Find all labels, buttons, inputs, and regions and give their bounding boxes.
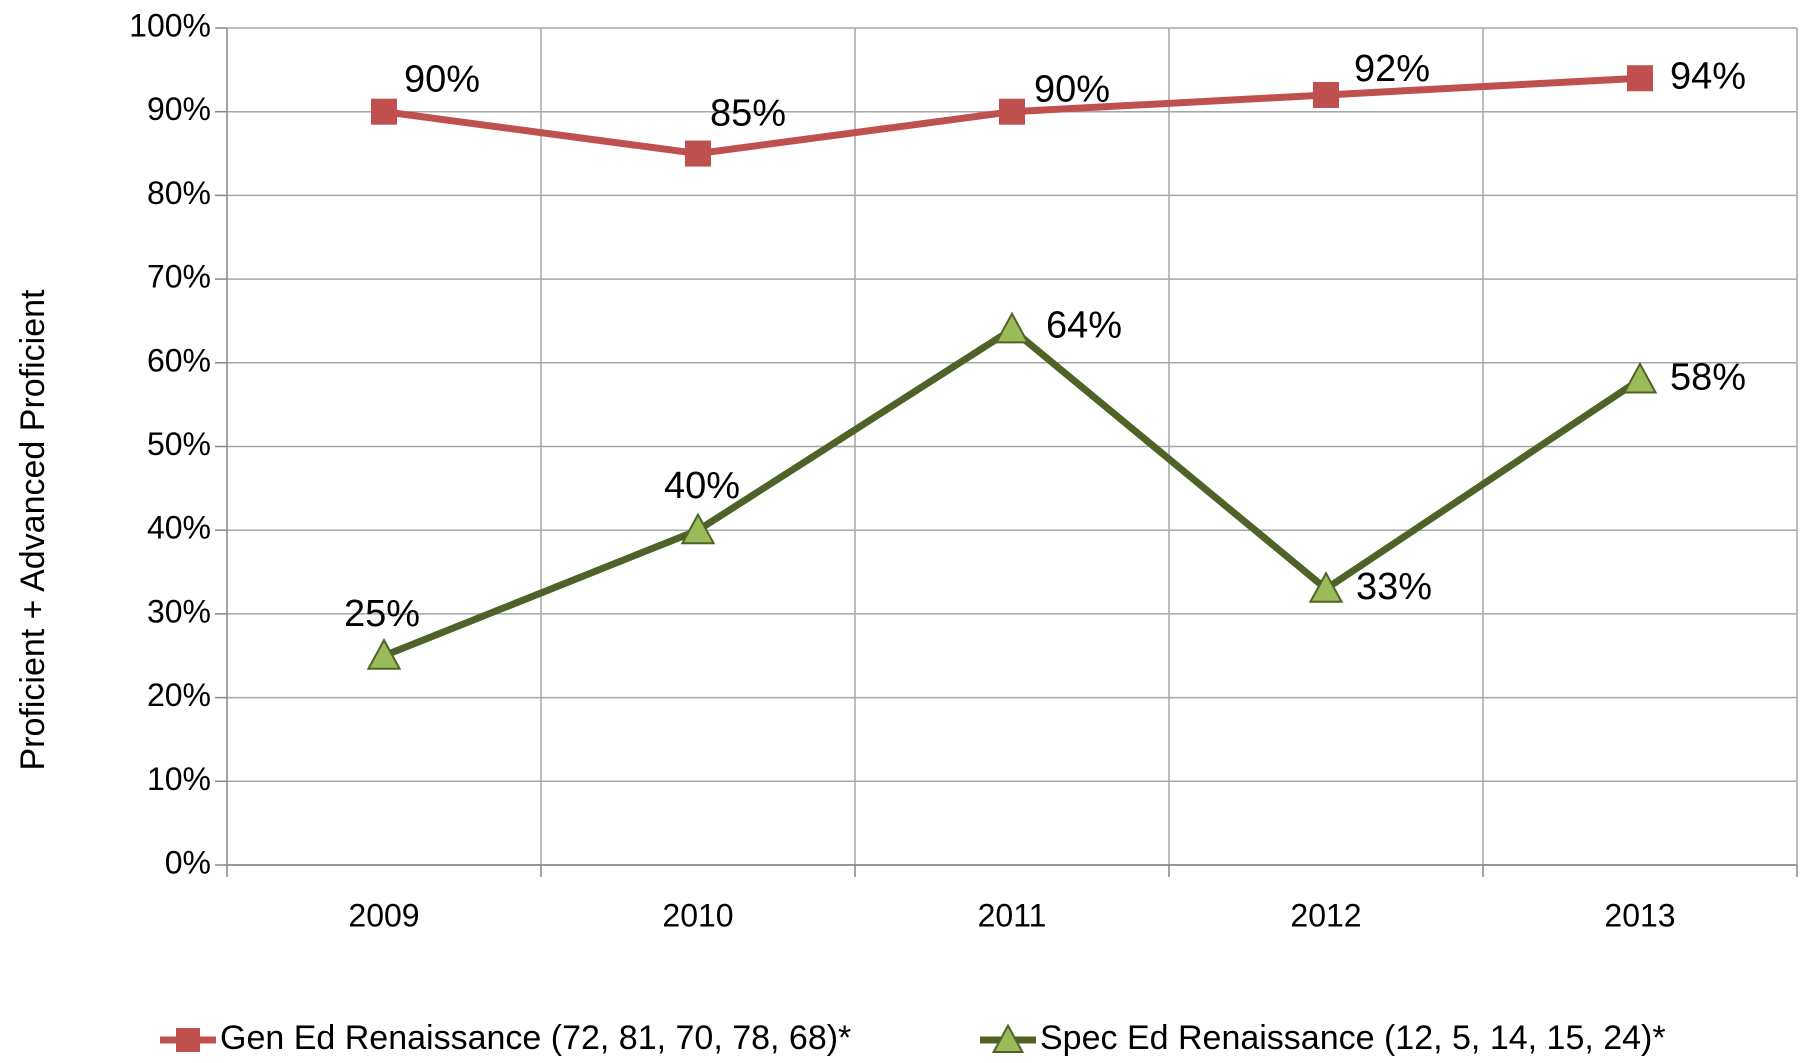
y-tick-label: 20% [147,677,211,713]
data-label: 90% [404,59,480,101]
data-label: 92% [1354,48,1430,90]
x-tick-label: 2013 [1604,897,1675,933]
data-label: 25% [344,593,420,635]
x-tick-label: 2010 [662,897,733,933]
point-marker [685,140,711,167]
data-label: 94% [1670,55,1746,97]
data-label: 85% [710,93,786,135]
y-tick-label: 0% [165,844,211,880]
legend-label: Gen Ed Renaissance (72, 81, 70, 78, 68)* [220,1019,851,1057]
point-marker [1313,81,1339,108]
y-tick-label: 90% [147,91,211,127]
point-marker [371,98,397,125]
series-line [382,325,1642,659]
x-tick-label: 2009 [348,897,419,933]
point-marker [366,638,402,670]
y-tick-label: 10% [147,761,211,797]
x-tick-label: 2012 [1290,897,1361,933]
legend-label: Spec Ed Renaissance (12, 5, 14, 15, 24)* [1040,1019,1666,1057]
point-marker [1627,65,1653,92]
data-label: 40% [664,465,740,507]
y-tick-label: 80% [147,175,211,211]
y-tick-label: 30% [147,593,211,629]
y-tick-label: 60% [147,342,211,378]
point-marker [680,512,716,545]
y-tick-label: 40% [147,510,211,546]
y-tick-label: 70% [147,259,211,295]
point-marker [994,311,1030,344]
y-tick-label: 50% [147,426,211,462]
y-tick-label: 100% [129,7,211,43]
legend-marker [991,1023,1025,1053]
y-axis-label: Proficient + Advanced Proficient [14,289,52,771]
point-marker [999,98,1025,125]
legend-marker [176,1028,200,1052]
data-label: 90% [1034,69,1110,111]
point-marker [1622,361,1658,394]
data-label: 64% [1046,304,1122,346]
x-tick-label: 2011 [978,897,1047,933]
data-label: 33% [1356,566,1432,608]
point-marker [1308,571,1344,603]
data-label: 58% [1670,357,1746,399]
